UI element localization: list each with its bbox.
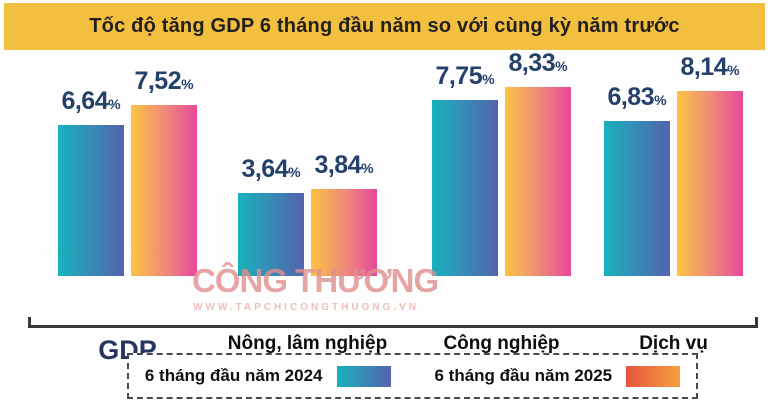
value-label-dich-vu-2025: 8,14% [655,53,765,82]
value-label-nong-lam-thuy-san-2024: 3,64% [216,155,326,184]
bar-gdp-2024 [58,125,124,276]
value-number: 7,75 [435,62,483,90]
value-label-gdp-2025: 7,52% [109,67,219,96]
value-number: 3,84 [314,151,362,179]
value-number: 8,14 [680,53,728,81]
watermark: CÔNG THƯƠNG WWW.TAPCHICONGTHUONG.VN [192,262,439,313]
value-number: 8,33 [508,49,556,77]
bar-dich-vu-2024 [604,121,670,276]
watermark-url-text: WWW.TAPCHICONGTHUONG.VN [192,302,420,313]
value-label-cong-nghiep-xay-dung-2024: 7,75% [410,62,520,91]
bar-gdp-2025 [131,105,197,276]
title-banner: Tốc độ tăng GDP 6 tháng đầu năm so với c… [4,3,765,50]
value-label-gdp-2024: 6,64% [36,87,146,116]
category-label-line: Dịch vụ [639,333,708,354]
bar-dich-vu-2025 [677,91,743,276]
chart-title: Tốc độ tăng GDP 6 tháng đầu năm so với c… [89,15,680,37]
legend-label-2024: 6 tháng đầu năm 2024 [144,366,323,385]
category-label-dich-vu: Dịch vụ [579,333,769,355]
bar-cong-nghiep-xay-dung-2025 [505,87,571,276]
legend-swatch-2025 [626,365,681,387]
legend-swatch-2024 [336,365,391,387]
percent-sign: % [654,92,667,108]
percent-sign: % [727,62,740,78]
category-label-line: Nông, lâm nghiệp [227,333,388,354]
axis-tick-right [755,317,758,326]
value-number: 6,83 [607,83,655,111]
bar-nong-lam-thuy-san-2025 [311,189,377,276]
percent-sign: % [288,164,301,180]
value-label-dich-vu-2024: 6,83% [582,83,692,112]
percent-sign: % [108,96,121,112]
legend-item-2025: 6 tháng đầu năm 2025 [434,365,681,387]
legend-item-2024: 6 tháng đầu năm 2024 [144,365,391,387]
bar-nong-lam-thuy-san-2024 [238,193,304,276]
value-number: 6,64 [61,87,109,115]
value-label-cong-nghiep-xay-dung-2025: 8,33% [483,49,593,78]
value-label-nong-lam-thuy-san-2025: 3,84% [289,151,399,180]
category-label-line: Công nghiệp [443,333,560,354]
legend-box: 6 tháng đầu năm 2024 6 tháng đầu năm 202… [127,353,698,399]
value-number: 7,52 [134,67,182,95]
value-number: 3,64 [241,155,289,183]
watermark-logo-text: CÔNG THƯƠNG [192,262,439,299]
percent-sign: % [361,160,374,176]
percent-sign: % [555,58,568,74]
legend-label-2025: 6 tháng đầu năm 2025 [434,366,613,385]
axis-tick-left [28,317,31,326]
bar-cong-nghiep-xay-dung-2024 [432,100,498,276]
percent-sign: % [482,71,495,87]
x-axis-line [28,325,758,328]
percent-sign: % [181,76,194,92]
